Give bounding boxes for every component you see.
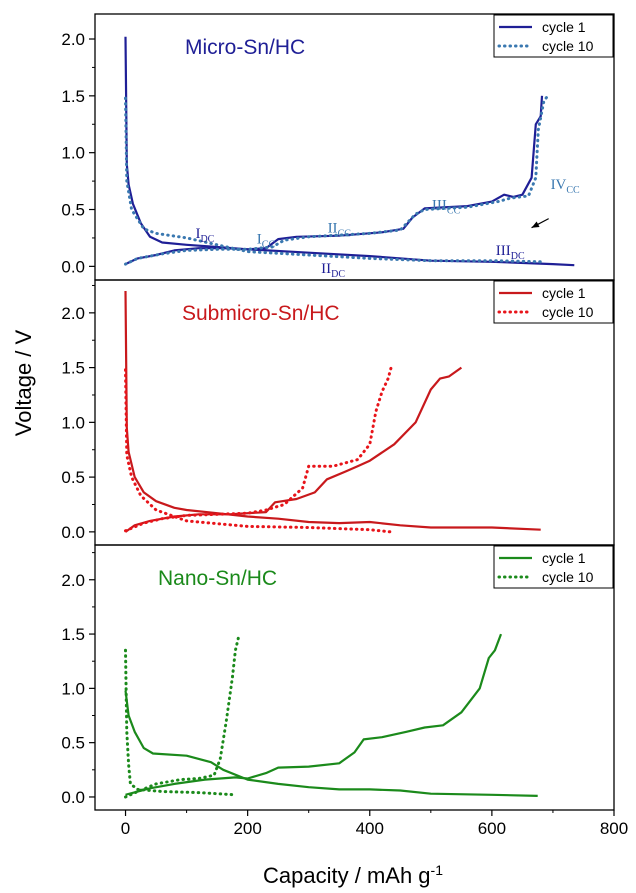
annotation-label: IDC: [195, 226, 214, 245]
legend-label: cycle 10: [542, 569, 594, 585]
legend: cycle 1 cycle 10: [493, 545, 614, 589]
y-tick-label: 1.0: [61, 144, 85, 163]
y-tick-label: 1.5: [61, 359, 85, 378]
annotation-main: III: [432, 198, 447, 214]
legend: cycle 1 cycle 10: [493, 280, 614, 324]
annotation-label: IIIDC: [496, 243, 525, 262]
x-axis: 0 200 400 600 800: [121, 810, 628, 838]
x-tick-label: 400: [356, 819, 384, 838]
annotation-sub: DC: [200, 234, 214, 245]
annotation-main: II: [328, 220, 338, 236]
y-tick-label: 0.5: [61, 734, 85, 753]
annotation-sub: DC: [331, 269, 345, 280]
annotation-sub: CC: [566, 185, 580, 196]
annotation-sub: DC: [511, 251, 525, 262]
annotation-sub: CC: [262, 240, 276, 251]
annotation-label: IIDC: [321, 261, 345, 280]
x-tick-label: 0: [121, 819, 130, 838]
y-tick-label: 1.5: [61, 87, 85, 106]
x-axis-title-main: Capacity / mAh g: [263, 863, 431, 888]
panel-frame: [94, 544, 615, 811]
y-tick-label: 1.0: [61, 679, 85, 698]
annotation-label: ICC: [257, 232, 276, 251]
legend-label: cycle 1: [542, 285, 586, 301]
series-line-cycle-10-seg2: [124, 635, 240, 799]
legend-label: cycle 1: [542, 19, 586, 35]
series-line-cycle-10-seg2: [124, 366, 393, 533]
y-tick-label: 1.5: [61, 625, 85, 644]
x-axis-title-sup: -1: [431, 862, 444, 878]
annotation-arrow-head: [531, 221, 540, 228]
legend-box: [493, 280, 614, 324]
y-tick-label: 2.0: [61, 571, 85, 590]
series-line-cycle-1-seg2: [125, 633, 503, 796]
y-tick-label: 1.0: [61, 413, 85, 432]
panel-title: Nano-Sn/HC: [158, 567, 277, 590]
annotation-label: IIICC: [432, 198, 461, 217]
annotation-main: I: [257, 232, 262, 248]
legend-label: cycle 10: [542, 304, 594, 320]
annotation-main: IV: [551, 177, 567, 193]
series-line-cycle-10-seg2: [124, 95, 549, 266]
y-tick-label: 0.0: [61, 257, 85, 276]
legend-box: [493, 14, 614, 58]
series-line-cycle-10-seg1: [124, 648, 237, 797]
legend-label: cycle 1: [542, 550, 586, 566]
panel-title: Submicro-Sn/HC: [182, 302, 340, 325]
series-line-cycle-1-seg1: [124, 290, 541, 531]
x-tick-label: 600: [478, 819, 506, 838]
y-tick-label: 0.0: [61, 788, 85, 807]
y-axis-title: Voltage / V: [11, 329, 36, 436]
legend-label: cycle 10: [542, 38, 594, 54]
panel-title: Micro-Sn/HC: [185, 36, 305, 59]
x-axis-title: Capacity / mAh g-1: [263, 862, 443, 888]
series-line-cycle-10-seg1: [124, 96, 543, 264]
annotation-main: II: [321, 261, 331, 277]
y-tick-label: 0.0: [61, 523, 85, 542]
x-tick-label: 200: [233, 819, 261, 838]
y-tick-label: 0.5: [61, 468, 85, 487]
annotation-label: IICC: [328, 220, 352, 239]
annotation-sub: CC: [338, 228, 352, 239]
series-line-cycle-10-seg1: [124, 368, 393, 534]
x-tick-label: 800: [600, 819, 628, 838]
panel-3: 0.0 0.5 1.0 1.5 2.0 Nano-Sn/HC cycle 1 cycle 10: [61, 544, 615, 811]
y-tick-label: 2.0: [61, 304, 85, 323]
annotation-sub: CC: [447, 206, 461, 217]
annotation-main: I: [195, 226, 200, 242]
annotation-label: IVCC: [551, 177, 580, 196]
legend-box: [493, 545, 614, 589]
annotation-main: III: [496, 243, 511, 259]
y-tick-label: 2.0: [61, 30, 85, 49]
legend: cycle 1 cycle 10: [493, 14, 614, 58]
y-tick-label: 0.5: [61, 201, 85, 220]
series-line-cycle-1-seg2: [125, 95, 544, 266]
